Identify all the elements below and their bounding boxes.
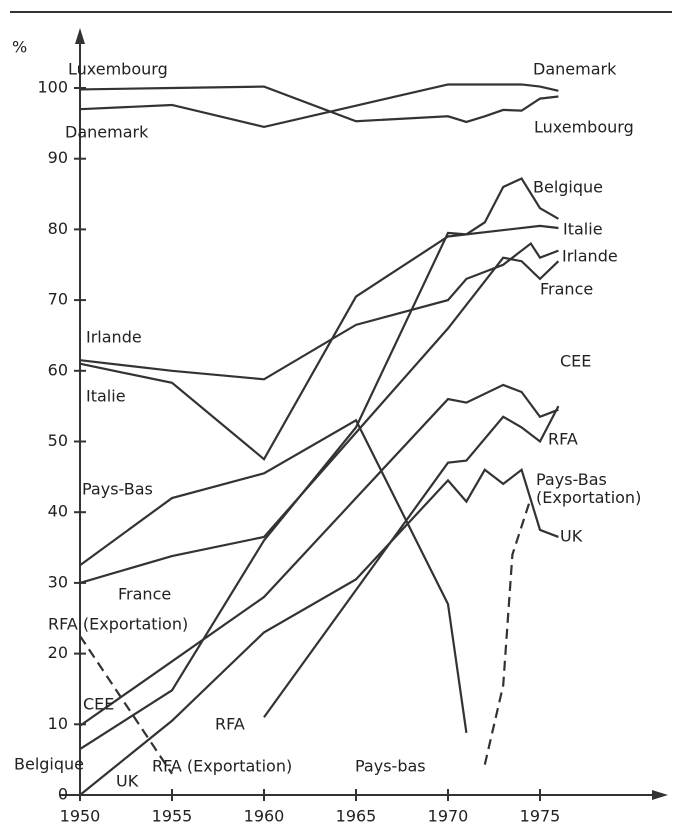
annotation: UK (116, 772, 139, 791)
series-line (263, 405, 560, 718)
series-label: RFA (548, 430, 578, 449)
annotation: Irlande (86, 328, 142, 347)
y-tick-label: 70 (48, 290, 68, 309)
series-line (79, 224, 559, 461)
y-tick-label: 90 (48, 148, 68, 167)
series-line (79, 383, 559, 727)
series-label: RFA (Exportation) (48, 615, 188, 634)
series-line (79, 635, 173, 775)
y-tick-label: 60 (48, 360, 68, 379)
series-line (79, 177, 559, 750)
y-tick-label: 100 (37, 78, 68, 97)
annotation: Italie (86, 387, 126, 406)
y-tick-label: 50 (48, 431, 68, 450)
annotation: RFA (215, 715, 245, 734)
series-label: Italie (563, 220, 603, 239)
x-tick-label: 1950 (60, 807, 101, 826)
series-label: Belgique (533, 178, 603, 197)
series-label: Pays-Bas (82, 480, 153, 499)
annotation: Pays-bas (355, 757, 426, 776)
annotation: RFA (Exportation) (152, 757, 292, 776)
y-tick-label: 80 (48, 219, 68, 238)
x-arrow (652, 790, 668, 800)
series-line (79, 467, 559, 796)
y-tick-label: 10 (48, 714, 68, 733)
series-label: Danemark (65, 123, 149, 142)
y-tick-label: 30 (48, 572, 68, 591)
series-label: France (540, 280, 593, 299)
annotation: CEE (83, 695, 114, 714)
x-tick-label: 1960 (244, 807, 285, 826)
x-tick-label: 1955 (152, 807, 193, 826)
x-tick-label: 1965 (336, 807, 377, 826)
x-tick-label: 1975 (520, 807, 561, 826)
annotation: Belgique (14, 755, 84, 774)
series-label: CEE (560, 352, 591, 371)
series-line (79, 83, 559, 129)
y-unit: % (12, 38, 27, 57)
annotation: France (118, 585, 171, 604)
series-line (483, 497, 532, 765)
series-label: Pays-Bas (Exportation) (536, 470, 641, 507)
series-label: Irlande (562, 247, 618, 266)
y-tick-label: 40 (48, 502, 68, 521)
series-line (79, 418, 468, 733)
y-tick-label: 0 (58, 785, 68, 804)
y-arrow (75, 28, 85, 44)
series-label: UK (560, 527, 583, 546)
series-label: Luxembourg (68, 60, 168, 79)
y-tick-label: 20 (48, 643, 68, 662)
series-line (79, 241, 559, 381)
series-line (79, 256, 560, 584)
annotation: Danemark (533, 60, 617, 79)
x-tick-label: 1970 (428, 807, 469, 826)
annotation: Luxembourg (534, 118, 634, 137)
series-line (79, 85, 559, 124)
